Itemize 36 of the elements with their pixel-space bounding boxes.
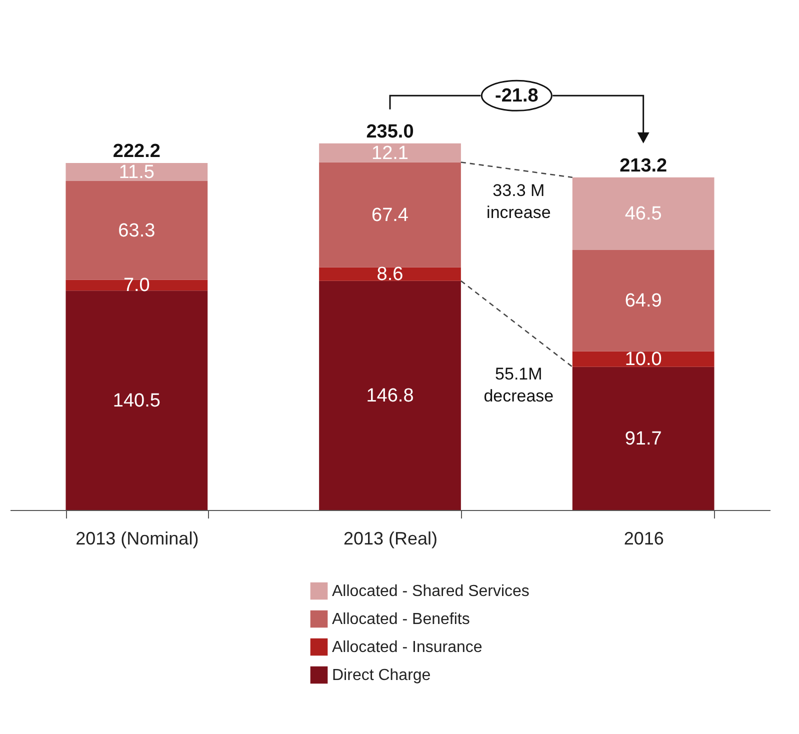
x-tick-label: 2016 [624, 528, 664, 548]
legend-label: Allocated - Benefits [332, 611, 470, 628]
x-tick-label: 2013 (Real) [343, 528, 438, 548]
data-label: 46.5 [624, 204, 662, 225]
data-label: 63.3 [118, 220, 156, 242]
bar [319, 162, 461, 268]
text: -21.8 [495, 86, 538, 107]
data-label: 140.5 [112, 390, 160, 412]
annotation: 33.3 M increase [486, 181, 551, 222]
bar [572, 250, 714, 352]
bar [572, 351, 714, 367]
data-label: 67.4 [372, 204, 409, 226]
bar [319, 280, 461, 510]
data-label: 12.1 [372, 142, 408, 164]
legend-label: Direct Charge [332, 667, 431, 684]
annotation: 55.1M decrease [484, 364, 554, 406]
bar [66, 163, 208, 181]
data-label: 91.7 [624, 428, 662, 450]
bar [66, 290, 208, 510]
legend-label: Allocated - Shared Services [332, 583, 530, 600]
bar [319, 267, 461, 281]
data-label: 64.9 [624, 290, 662, 312]
data-label: 146.8 [366, 385, 414, 406]
bar [572, 366, 714, 510]
total-label: 213.2 [620, 155, 668, 176]
total-label: 235.0 [366, 121, 414, 142]
total-label: 222.2 [112, 141, 160, 162]
bar [572, 177, 714, 250]
x-tick-label: 2013 (Nominal) [76, 528, 199, 548]
legend-label: Allocated - Insurance [332, 639, 482, 656]
bar [319, 143, 461, 162]
data-label: 10.0 [624, 349, 662, 370]
bar [66, 280, 208, 291]
data-label: 8.6 [376, 264, 404, 286]
data-label: 11.5 [118, 162, 154, 183]
data-label: 7.0 [123, 275, 150, 296]
